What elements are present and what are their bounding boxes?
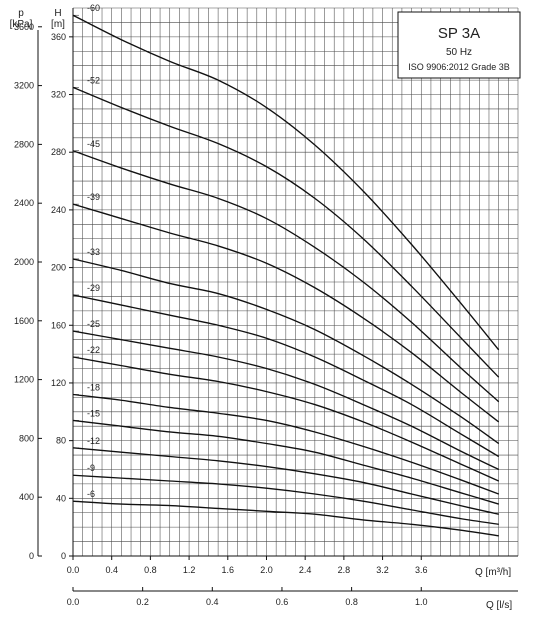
x2-tick-label: 0.8 — [345, 597, 358, 607]
x-tick-label: 0.0 — [67, 565, 80, 575]
y-tick-label: 0 — [61, 551, 66, 561]
curve-label: -60 — [87, 3, 100, 13]
curve-label: -29 — [87, 283, 100, 293]
curve-label: -18 — [87, 382, 100, 392]
pump-curve-stage12 — [72, 447, 499, 515]
pump-curve-stage52 — [72, 86, 500, 378]
y-tick-label: 160 — [51, 320, 66, 330]
pump-curve-stage18 — [72, 393, 499, 495]
pump-curve-stage15 — [72, 419, 499, 505]
chart-grid — [72, 7, 519, 557]
y2-axis-label: p — [18, 8, 24, 19]
curve-label: -6 — [87, 489, 95, 499]
x2-tick-label: 0.0 — [67, 597, 80, 607]
y2-axis-unit: [kPa] — [10, 19, 33, 30]
curve-label: -25 — [87, 319, 100, 329]
pump-curve-stage39 — [72, 203, 500, 423]
pump-curve-stage29 — [72, 294, 499, 458]
y2-tick-label: 2800 — [14, 139, 34, 149]
y-axis-unit: [m] — [51, 19, 65, 30]
y-tick-label: 360 — [51, 32, 66, 42]
y2-tick-label: 1200 — [14, 375, 34, 385]
chart-title: SP 3A — [438, 25, 480, 42]
y-tick-label: 320 — [51, 90, 66, 100]
x2-tick-label: 0.2 — [136, 597, 149, 607]
pump-curve-stage22 — [72, 356, 499, 482]
x2-tick-label: 0.4 — [206, 597, 219, 607]
x-tick-label: 1.2 — [183, 565, 196, 575]
y2-tick-label: 400 — [19, 492, 34, 502]
pump-curve-stage33 — [72, 258, 500, 445]
pump-curve-stage9 — [72, 474, 499, 525]
pump-curve-stage60 — [72, 14, 500, 351]
chart-subtitle: 50 Hz — [446, 47, 472, 58]
y-tick-label: 120 — [51, 378, 66, 388]
y2-tick-label: 0 — [29, 551, 34, 561]
curve-label: -22 — [87, 345, 100, 355]
info-box — [397, 11, 521, 79]
chart-axes — [37, 8, 518, 592]
y-tick-label: 40 — [56, 493, 66, 503]
x-tick-label: 2.4 — [299, 565, 312, 575]
y2-tick-label: 2000 — [14, 257, 34, 267]
curve-label: -45 — [87, 139, 100, 149]
x-tick-label: 0.4 — [105, 565, 118, 575]
y-tick-label: 240 — [51, 205, 66, 215]
pump-curve-stage25 — [72, 330, 499, 471]
curve-label: -52 — [87, 75, 100, 85]
pump-curve-stage45 — [72, 150, 500, 403]
y2-tick-label: 1600 — [14, 316, 34, 326]
x2-tick-label: 1.0 — [415, 597, 428, 607]
x2-tick-label: 0.6 — [276, 597, 289, 607]
x-tick-label: 3.2 — [376, 565, 389, 575]
curve-label: -9 — [87, 463, 95, 473]
curve-label: -15 — [87, 408, 100, 418]
y-axis-label: H — [54, 8, 61, 19]
x-tick-label: 1.6 — [222, 565, 235, 575]
y2-tick-label: 3600 — [14, 22, 34, 32]
y2-tick-label: 2400 — [14, 198, 34, 208]
x-axis-label: Q [m³/h] — [475, 567, 511, 578]
x-tick-label: 3.6 — [415, 565, 428, 575]
chart-labels: 0408012016020024028032036004008001200160… — [14, 3, 428, 607]
y-tick-label: 80 — [56, 436, 66, 446]
y2-tick-label: 800 — [19, 433, 34, 443]
chart-standard: ISO 9906:2012 Grade 3B — [408, 62, 510, 72]
curve-label: -12 — [87, 436, 100, 446]
curve-label: -39 — [87, 192, 100, 202]
x2-axis-label: Q [l/s] — [486, 600, 512, 611]
x-tick-label: 2.0 — [260, 565, 273, 575]
y-tick-label: 200 — [51, 263, 66, 273]
curve-label: -33 — [87, 247, 100, 257]
x-tick-label: 0.8 — [144, 565, 157, 575]
pump-curve-stage6 — [72, 500, 499, 537]
y2-tick-label: 3200 — [14, 81, 34, 91]
pump-curves — [72, 14, 500, 537]
y-tick-label: 280 — [51, 147, 66, 157]
x-tick-label: 2.8 — [338, 565, 351, 575]
